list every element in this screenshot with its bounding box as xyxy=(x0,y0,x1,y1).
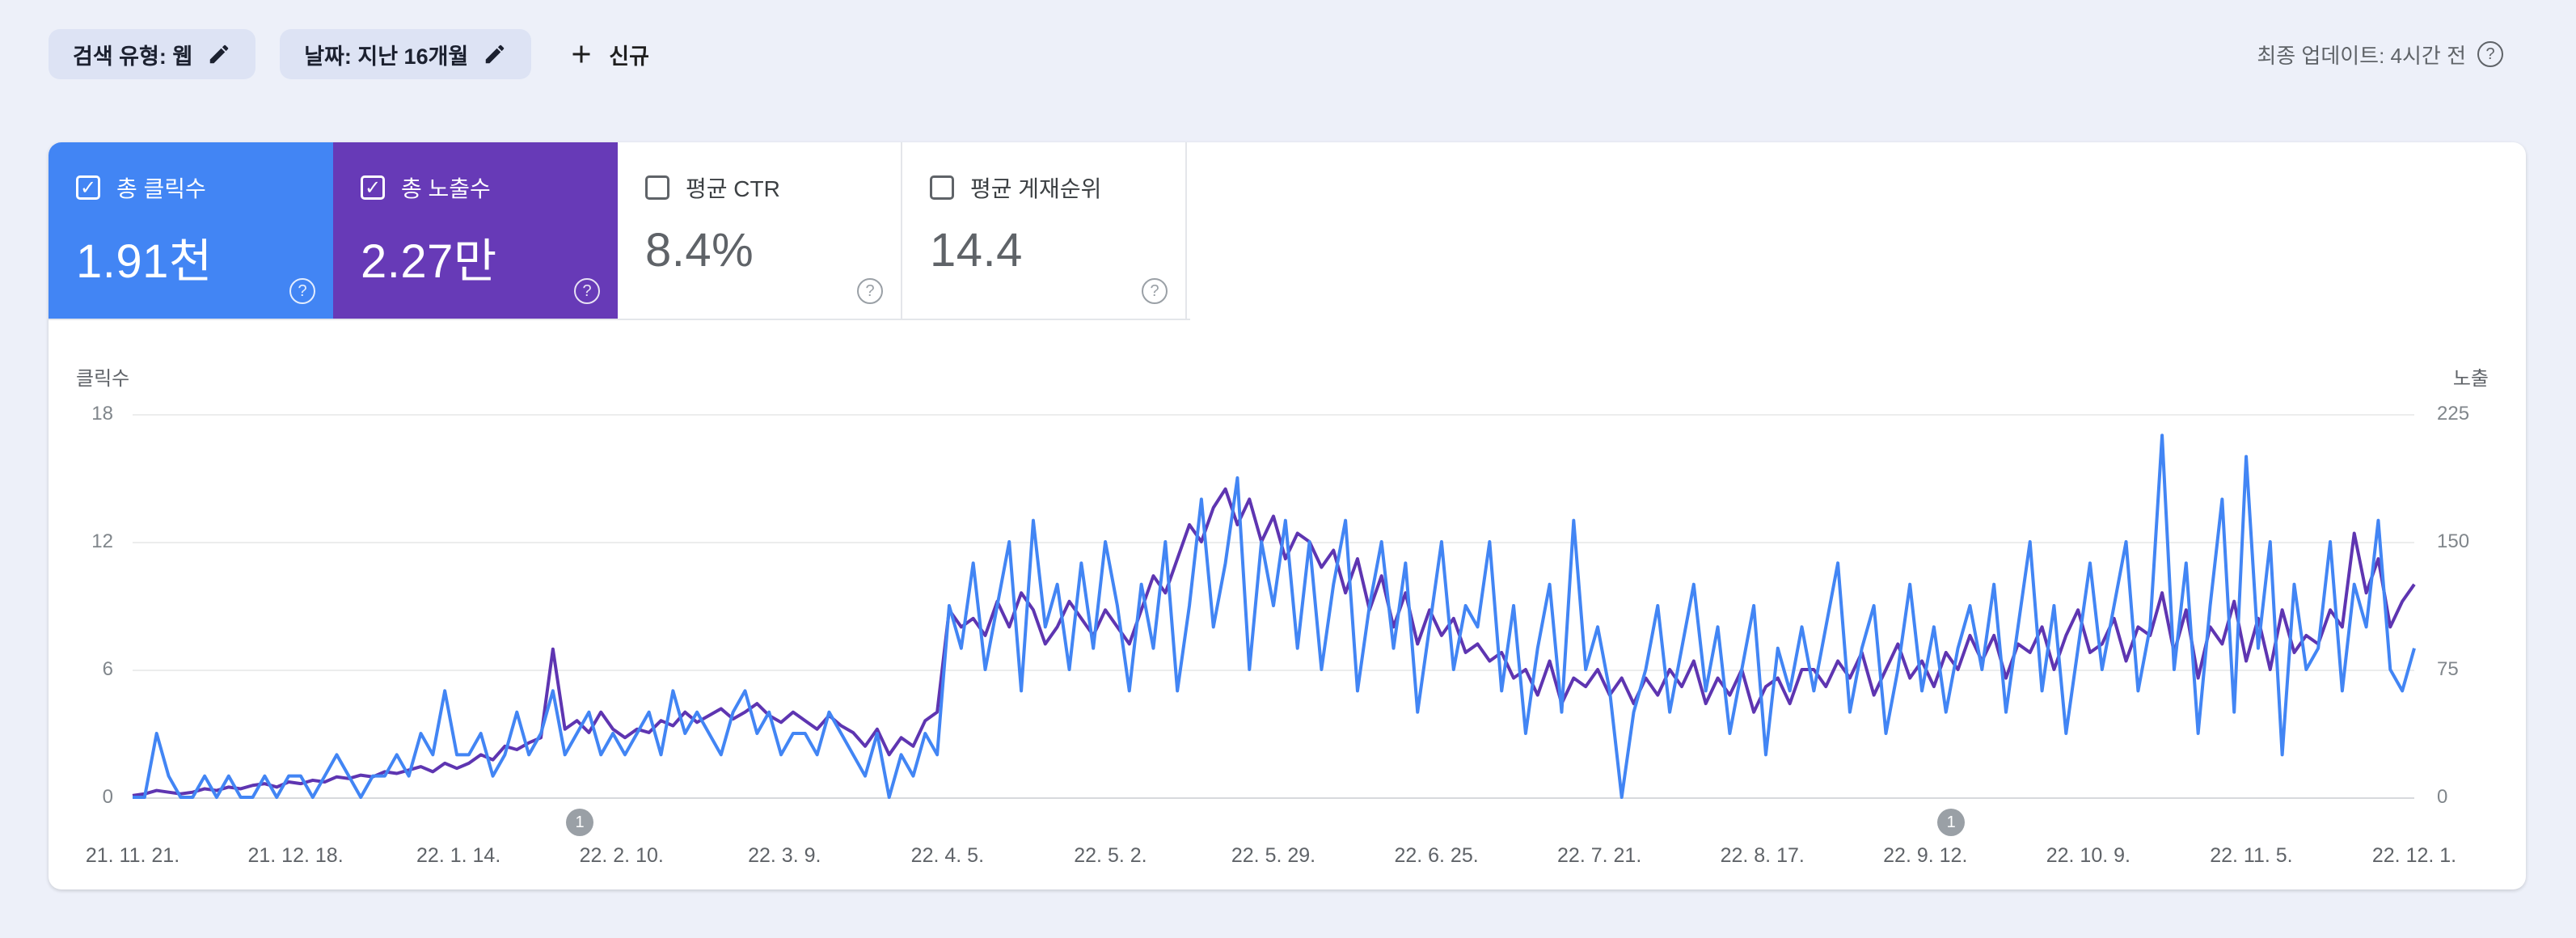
metric-tile-header: 평균 CTR xyxy=(645,171,901,204)
edit-icon xyxy=(209,44,229,64)
chart-lines xyxy=(133,414,2414,797)
search-type-filter-chip[interactable]: 검색 유형: 웹 xyxy=(49,29,256,79)
metric-tile-header: 총 노출수 xyxy=(361,171,618,204)
metric-tile-average-position[interactable]: 평균 게재순위 14.4 xyxy=(902,142,1187,319)
metric-label: 평균 게재순위 xyxy=(970,176,1102,201)
x-axis-label: 21. 11. 21. xyxy=(85,844,180,867)
x-axis-label: 22. 2. 10. xyxy=(579,844,664,867)
date-filter-label: 날짜: 지난 16개월 xyxy=(304,44,469,69)
edit-icon xyxy=(486,44,505,64)
y-axis-tick-left: 0 xyxy=(102,786,113,808)
x-axis-label: 22. 3. 9. xyxy=(748,844,821,867)
x-axis-label: 22. 1. 14. xyxy=(416,844,501,867)
total-impressions-checkbox[interactable] xyxy=(361,175,385,200)
x-axis-label: 22. 7. 21. xyxy=(1557,844,1642,867)
x-axis-label: 22. 8. 17. xyxy=(1720,844,1805,867)
metric-label: 총 클릭수 xyxy=(116,176,206,201)
date-filter-chip[interactable]: 날짜: 지난 16개월 xyxy=(280,29,532,79)
x-axis-label: 22. 5. 2. xyxy=(1074,844,1147,867)
x-axis-label: 21. 12. 18. xyxy=(247,844,344,867)
performance-chart: 클릭수 노출 0 6 12 18 0 75 150 225 1 1 21. 11. 21. 21. 1… xyxy=(65,362,2510,889)
y-axis-tick-left: 18 xyxy=(91,403,113,425)
annotation-marker[interactable]: 1 xyxy=(566,809,594,836)
last-updated: 최종 업데이트: 4시간 전 xyxy=(2257,29,2503,79)
metric-label: 총 노출수 xyxy=(401,176,491,201)
x-axis-labels: 21. 11. 21. 21. 12. 18. 22. 1. 14. 22. 2. 1… xyxy=(86,844,2456,877)
metric-tile-total-clicks[interactable]: 총 클릭수 1.91천 xyxy=(49,142,333,319)
metric-tile-header: 평균 게재순위 xyxy=(930,171,1185,204)
performance-card: 총 클릭수 1.91천 총 노출수 2.27만 평균 CTR 8.4% 평균 xyxy=(49,142,2526,889)
clicks-line xyxy=(133,435,2414,797)
help-icon[interactable] xyxy=(574,278,600,304)
plus-icon xyxy=(572,45,590,63)
metric-tiles: 총 클릭수 1.91천 총 노출수 2.27만 평균 CTR 8.4% 평균 xyxy=(49,142,1190,320)
metric-tile-header: 총 클릭수 xyxy=(76,171,333,204)
annotation-marker[interactable]: 1 xyxy=(1937,809,1966,836)
right-axis-title: 노출 xyxy=(2452,368,2489,390)
search-type-filter-label: 검색 유형: 웹 xyxy=(73,44,193,69)
new-filter-label: 신규 xyxy=(609,44,649,69)
help-icon[interactable] xyxy=(857,278,883,304)
metric-tile-average-ctr[interactable]: 평균 CTR 8.4% xyxy=(618,142,902,319)
metric-value: 2.27만 xyxy=(361,235,497,288)
left-axis-title: 클릭수 xyxy=(76,368,130,390)
y-axis-tick-left: 12 xyxy=(91,530,113,552)
y-axis-tick-right: 0 xyxy=(2437,786,2448,808)
gridline xyxy=(133,541,2414,543)
last-updated-text: 최종 업데이트: 4시간 전 xyxy=(2257,43,2466,68)
x-axis-label: 22. 5. 29. xyxy=(1231,844,1316,867)
y-axis-tick-right: 150 xyxy=(2437,530,2470,552)
metric-value: 14.4 xyxy=(930,224,1023,277)
impressions-line xyxy=(133,489,2414,796)
average-position-checkbox[interactable] xyxy=(930,175,954,200)
average-ctr-checkbox[interactable] xyxy=(645,175,669,200)
y-axis-tick-right: 75 xyxy=(2437,657,2459,680)
filter-bar: 검색 유형: 웹 날짜: 지난 16개월 신규 최종 업데이트: 4시간 전 xyxy=(0,0,2576,121)
help-icon[interactable] xyxy=(2477,41,2503,67)
gridline xyxy=(133,669,2414,671)
gridline xyxy=(133,797,2414,799)
x-axis-label: 22. 11. 5. xyxy=(2210,844,2293,867)
metric-value: 8.4% xyxy=(645,224,754,277)
help-icon[interactable] xyxy=(1142,278,1168,304)
x-axis-label: 22. 12. 1. xyxy=(2371,844,2457,867)
metric-value: 1.91천 xyxy=(76,235,213,288)
new-filter-button[interactable]: 신규 xyxy=(555,29,661,79)
x-axis-label: 22. 6. 25. xyxy=(1394,844,1479,867)
plot-area[interactable]: 0 6 12 18 0 75 150 225 1 1 21. 11. 21. 21. 12. 18. 2… xyxy=(86,403,2469,867)
total-clicks-checkbox[interactable] xyxy=(76,175,100,200)
metric-label: 평균 CTR xyxy=(686,176,780,201)
y-axis-tick-right: 225 xyxy=(2437,403,2470,425)
metric-tile-total-impressions[interactable]: 총 노출수 2.27만 xyxy=(333,142,618,319)
x-axis-label: 22. 9. 12. xyxy=(1883,844,1968,867)
x-axis-label: 22. 4. 5. xyxy=(910,844,985,867)
x-axis-label: 22. 10. 9. xyxy=(2046,844,2130,867)
gridline xyxy=(133,414,2414,416)
y-axis-tick-left: 6 xyxy=(102,657,113,680)
help-icon[interactable] xyxy=(289,278,315,304)
